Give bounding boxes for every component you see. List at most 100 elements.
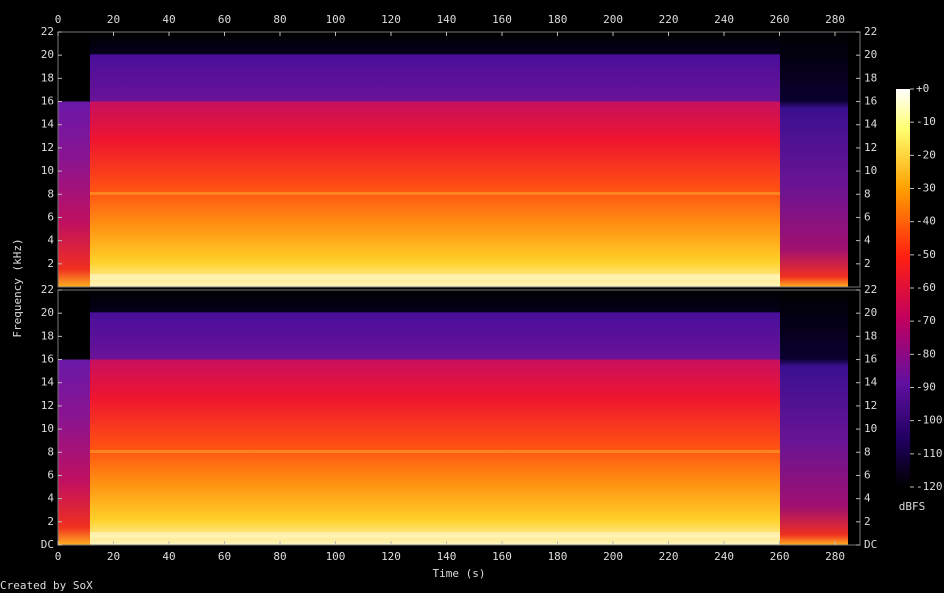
x-tick-label: 60 <box>218 13 231 26</box>
x-tick-label: 220 <box>659 13 679 26</box>
x-tick-label: 60 <box>218 550 231 563</box>
y-tick-label: 14 <box>864 376 878 389</box>
x-tick-label: 120 <box>381 13 401 26</box>
y-tick-label: DC <box>41 538 54 551</box>
x-tick-label: 280 <box>825 550 845 563</box>
y-tick-label: 16 <box>41 353 54 366</box>
x-tick-label: 0 <box>55 550 62 563</box>
x-tick-label: 40 <box>162 550 175 563</box>
x-tick-label: 200 <box>603 13 623 26</box>
y-tick-label: 12 <box>41 141 54 154</box>
colorbar-tick-label: -60 <box>916 281 936 294</box>
x-tick-label: 180 <box>548 550 568 563</box>
y-tick-label: 20 <box>41 306 54 319</box>
footer: Created by SoX <box>0 579 93 592</box>
x-tick-label: 160 <box>492 13 512 26</box>
x-tick-label: 180 <box>548 13 568 26</box>
spectrogram-image <box>58 32 860 287</box>
colorbar <box>896 89 910 487</box>
y-tick-label: 16 <box>41 95 54 108</box>
y-tick-label: 12 <box>864 141 877 154</box>
y-tick-label: 20 <box>864 306 877 319</box>
y-tick-label: DC <box>864 538 877 551</box>
x-tick-label: 280 <box>825 13 845 26</box>
x-tick-label: 20 <box>107 13 120 26</box>
x-tick-label: 140 <box>437 550 457 563</box>
y-tick-label: 8 <box>864 445 871 458</box>
y-tick-label: 6 <box>864 210 871 223</box>
x-tick-label: 240 <box>714 550 734 563</box>
spectrogram-image <box>58 290 860 545</box>
colorbar-tick-label: -50 <box>916 248 936 261</box>
x-tick-label: 220 <box>659 550 679 563</box>
y-tick-label: 8 <box>47 187 54 200</box>
colorbar-tick-label: -80 <box>916 347 936 360</box>
colorbar-tick-label: -20 <box>916 148 936 161</box>
y-tick-label: 10 <box>41 164 54 177</box>
colorbar-tick-label: -90 <box>916 381 936 394</box>
y-tick-label: 18 <box>864 329 877 342</box>
y-tick-label: 2 <box>47 515 54 528</box>
y-tick-label: 4 <box>864 234 871 247</box>
colorbar-tick-label: -70 <box>916 314 936 327</box>
y-tick-label: 6 <box>864 468 871 481</box>
y-tick-label: 2 <box>47 257 54 270</box>
x-axis-label: Time (s) <box>433 567 486 580</box>
colorbar-tick-label: -120 <box>916 480 943 493</box>
y-tick-label: 6 <box>47 468 54 481</box>
plot-frame <box>57 289 861 546</box>
y-tick-label: 10 <box>864 422 877 435</box>
y-tick-label: 4 <box>864 492 871 505</box>
colorbar-tick-label: -100 <box>916 414 943 427</box>
y-tick-label: 22 <box>41 283 54 296</box>
x-tick-label: 200 <box>603 550 623 563</box>
x-tick-label: 40 <box>162 13 175 26</box>
y-tick-label: 10 <box>41 422 54 435</box>
y-tick-label: 4 <box>47 492 54 505</box>
y-tick-label: 22 <box>41 25 54 38</box>
y-tick-label: 14 <box>864 118 878 131</box>
x-tick-label: 120 <box>381 550 401 563</box>
colorbar-label: dBFS <box>899 500 926 513</box>
y-tick-label: 16 <box>864 353 877 366</box>
colorbar-tick-label: -40 <box>916 215 936 228</box>
x-tick-label: 100 <box>326 13 346 26</box>
x-tick-label: 140 <box>437 13 457 26</box>
y-tick-label: 8 <box>864 187 871 200</box>
y-tick-label: 16 <box>864 95 877 108</box>
y-tick-label: 8 <box>47 445 54 458</box>
colorbar-tick-label: +0 <box>916 82 929 95</box>
y-tick-label: 6 <box>47 210 54 223</box>
y-tick-label: 20 <box>41 48 54 61</box>
x-tick-label: 260 <box>770 550 790 563</box>
y-tick-label: 18 <box>864 71 877 84</box>
plot-frame <box>57 31 861 288</box>
x-tick-label: 260 <box>770 13 790 26</box>
colorbar-tick-label: -10 <box>916 115 936 128</box>
y-tick-label: 10 <box>864 164 877 177</box>
x-tick-label: 20 <box>107 550 120 563</box>
y-tick-label: 18 <box>41 329 54 342</box>
y-tick-label: 22 <box>864 25 877 38</box>
y-tick-label: 14 <box>41 376 55 389</box>
y-axis-label: Frequency (kHz) <box>11 238 24 337</box>
x-tick-label: 80 <box>273 13 286 26</box>
y-tick-label: 4 <box>47 234 54 247</box>
y-tick-label: 22 <box>864 283 877 296</box>
y-tick-label: 12 <box>41 399 54 412</box>
y-tick-label: 2 <box>864 515 871 528</box>
y-tick-label: 18 <box>41 71 54 84</box>
x-tick-label: 160 <box>492 550 512 563</box>
colorbar-tick-label: -30 <box>916 182 936 195</box>
y-tick-label: 12 <box>864 399 877 412</box>
x-tick-label: 240 <box>714 13 734 26</box>
x-tick-label: 80 <box>273 550 286 563</box>
colorbar-tick-label: -110 <box>916 447 943 460</box>
x-tick-label: 100 <box>326 550 346 563</box>
x-tick-label: 0 <box>55 13 62 26</box>
y-tick-label: 2 <box>864 257 871 270</box>
y-tick-label: 20 <box>864 48 877 61</box>
y-tick-label: 14 <box>41 118 55 131</box>
